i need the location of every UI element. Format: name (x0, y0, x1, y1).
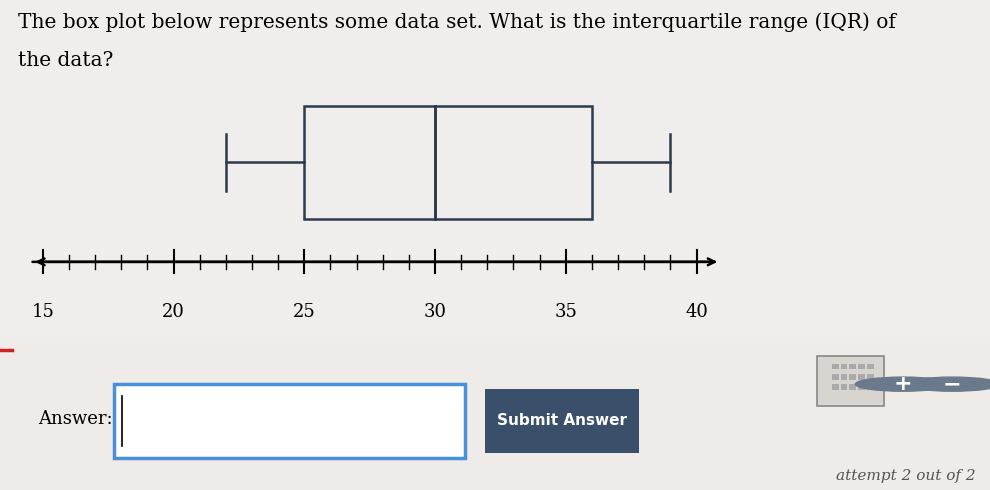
Bar (867, 364, 874, 369)
Bar (849, 374, 856, 380)
FancyBboxPatch shape (485, 389, 639, 453)
Bar (858, 364, 865, 369)
Circle shape (905, 377, 990, 391)
Bar (867, 384, 874, 390)
Text: 40: 40 (685, 303, 708, 320)
Text: 30: 30 (424, 303, 446, 320)
Bar (304, 106, 592, 219)
Bar (832, 364, 839, 369)
Bar (841, 364, 847, 369)
Text: Answer:: Answer: (38, 411, 112, 428)
Text: 25: 25 (293, 303, 316, 320)
Text: the data?: the data? (18, 51, 113, 71)
Bar (841, 384, 847, 390)
Text: +: + (894, 374, 912, 394)
FancyBboxPatch shape (817, 356, 884, 406)
Circle shape (855, 377, 950, 391)
Bar (867, 374, 874, 380)
Text: 35: 35 (554, 303, 577, 320)
Bar (832, 374, 839, 380)
Bar (849, 384, 856, 390)
Text: The box plot below represents some data set. What is the interquartile range (IQ: The box plot below represents some data … (18, 12, 896, 32)
Text: Submit Answer: Submit Answer (497, 414, 628, 428)
Bar (841, 374, 847, 380)
Text: attempt 2 out of 2: attempt 2 out of 2 (836, 468, 975, 483)
Text: 20: 20 (162, 303, 185, 320)
FancyBboxPatch shape (114, 384, 465, 458)
Bar (849, 364, 856, 369)
Bar (832, 384, 839, 390)
Bar (858, 384, 865, 390)
Bar (858, 374, 865, 380)
Text: 15: 15 (32, 303, 54, 320)
Text: −: − (943, 374, 961, 394)
